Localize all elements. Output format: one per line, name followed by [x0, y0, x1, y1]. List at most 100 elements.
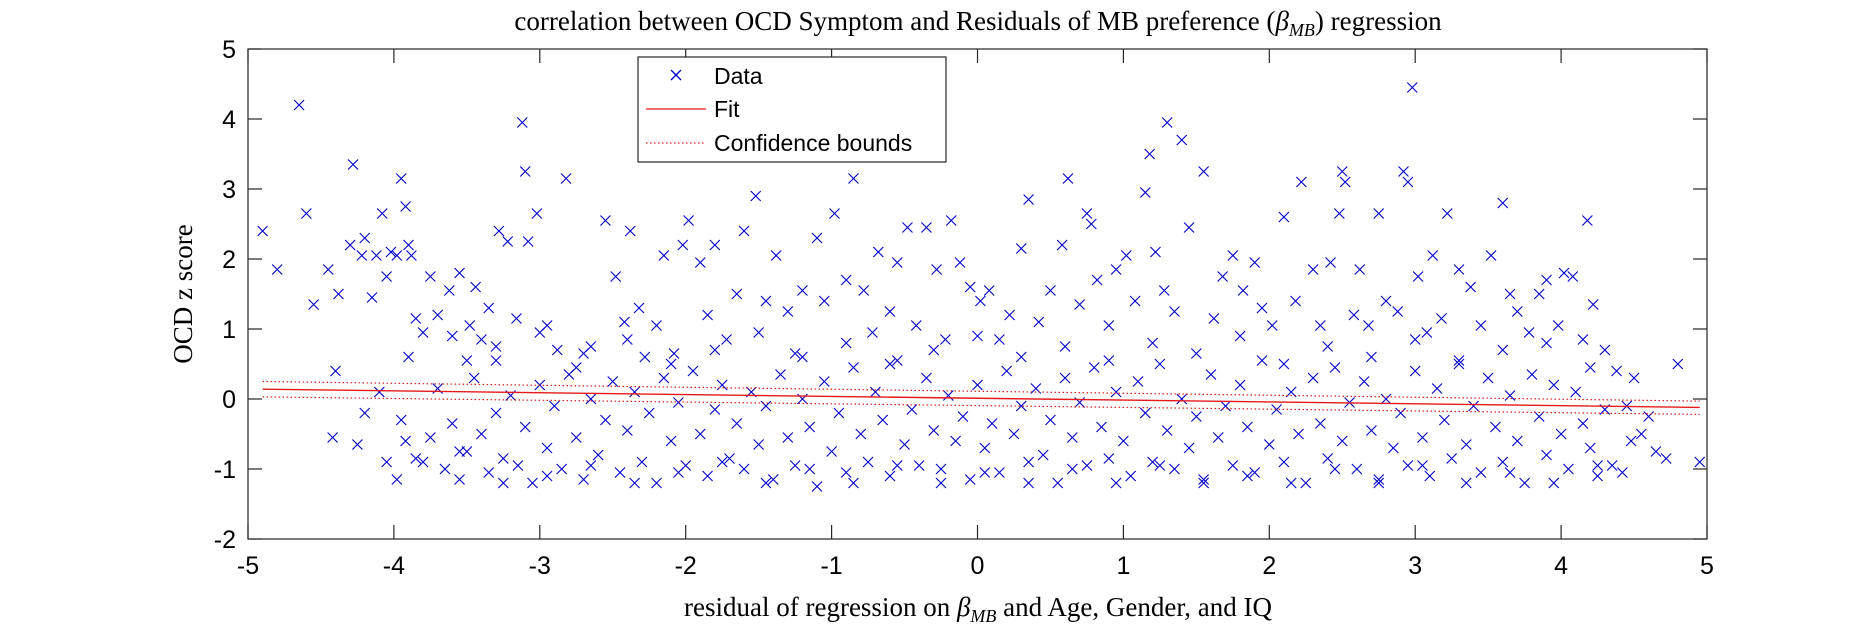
- data-point: [1154, 358, 1166, 370]
- data-point: [818, 376, 830, 387]
- x-tick: 3: [1408, 49, 1422, 580]
- data-point: [352, 439, 363, 450]
- data-point: [271, 264, 283, 275]
- data-point: [760, 295, 772, 307]
- y-tick-label: -2: [214, 526, 236, 554]
- data-point: [563, 369, 575, 380]
- data-point: [1409, 334, 1421, 345]
- data-point: [1198, 477, 1210, 489]
- data-point: [770, 250, 782, 261]
- data-point: [858, 285, 870, 296]
- data-point: [767, 474, 779, 485]
- data-point: [833, 407, 845, 419]
- y-tick-label: 2: [222, 246, 236, 274]
- data-point: [424, 432, 436, 443]
- data-point: [716, 456, 728, 468]
- y-tick-label: 3: [222, 176, 236, 204]
- data-point: [1504, 288, 1516, 300]
- data-point: [1584, 362, 1596, 373]
- data-point: [1154, 460, 1166, 471]
- data-point: [516, 117, 528, 128]
- data-point: [1533, 288, 1545, 300]
- y-tick-label: 1: [222, 316, 236, 344]
- data-point: [1427, 250, 1439, 261]
- data-point: [1183, 442, 1195, 454]
- data-point: [1278, 358, 1290, 370]
- data-point: [1278, 456, 1290, 468]
- y-tick: -2: [214, 526, 1707, 554]
- data-point: [1497, 456, 1509, 468]
- data-point: [1563, 463, 1574, 475]
- data-point: [753, 327, 765, 338]
- data-point: [347, 159, 359, 170]
- data-point: [972, 379, 983, 391]
- data-point: [322, 264, 334, 275]
- data-point: [1103, 320, 1115, 331]
- data-point: [1096, 421, 1107, 433]
- data-point: [826, 446, 837, 457]
- data-point: [797, 285, 808, 296]
- data-point: [502, 236, 514, 247]
- data-point: [1354, 264, 1366, 275]
- data-point: [1577, 418, 1589, 429]
- y-tick: 1: [222, 316, 1707, 344]
- data-point: [738, 225, 750, 237]
- data-point: [497, 453, 509, 464]
- data-point: [1611, 365, 1622, 377]
- data-point: [621, 425, 633, 436]
- data-point: [1511, 306, 1523, 317]
- data-point: [1616, 467, 1628, 478]
- data-point: [1227, 460, 1239, 471]
- data-point: [731, 288, 743, 300]
- data-point: [1548, 477, 1560, 489]
- data-point: [1144, 148, 1156, 160]
- data-point: [570, 432, 582, 443]
- data-point: [1161, 117, 1173, 128]
- data-point: [403, 351, 414, 363]
- data-point: [1300, 477, 1312, 489]
- data-point: [519, 166, 531, 177]
- data-point: [600, 215, 611, 226]
- data-point: [668, 348, 680, 359]
- x-tick-label: -4: [383, 552, 405, 580]
- data-point: [891, 460, 903, 471]
- data-point: [1081, 460, 1093, 471]
- data-point: [1606, 460, 1618, 471]
- data-point: [1380, 393, 1392, 405]
- data-point: [359, 232, 371, 244]
- data-point: [1592, 470, 1603, 482]
- legend-item-data: Data: [670, 63, 763, 89]
- legend: Data Fit Confidence bounds: [637, 56, 947, 163]
- y-tick: 3: [222, 176, 1707, 204]
- data-point: [782, 432, 794, 443]
- data-point: [1314, 418, 1326, 429]
- data-point: [683, 215, 695, 226]
- data-point: [1271, 404, 1282, 415]
- x-tick-label: 2: [1262, 552, 1276, 580]
- data-points: [257, 82, 1706, 492]
- data-point: [356, 250, 368, 261]
- legend-item-bounds: Confidence bounds: [646, 130, 912, 156]
- data-point: [1643, 411, 1655, 422]
- data-point: [395, 173, 407, 184]
- y-tick-label: -1: [214, 456, 236, 484]
- data-point: [1150, 246, 1161, 258]
- data-point: [308, 299, 320, 310]
- data-point: [775, 369, 786, 380]
- data-point: [1263, 439, 1275, 450]
- data-point: [643, 407, 655, 419]
- data-point: [1110, 264, 1122, 275]
- data-point: [541, 442, 553, 454]
- data-point: [1227, 250, 1239, 261]
- legend-item-fit: Fit: [646, 96, 740, 122]
- data-point: [1650, 446, 1662, 457]
- data-point: [1249, 467, 1261, 478]
- data-point: [687, 365, 699, 377]
- data-point: [483, 302, 495, 314]
- data-point: [928, 425, 940, 436]
- data-point: [619, 316, 630, 328]
- data-point: [1581, 215, 1593, 226]
- data-point: [417, 327, 429, 338]
- data-point: [1336, 435, 1348, 447]
- data-point: [1409, 365, 1421, 377]
